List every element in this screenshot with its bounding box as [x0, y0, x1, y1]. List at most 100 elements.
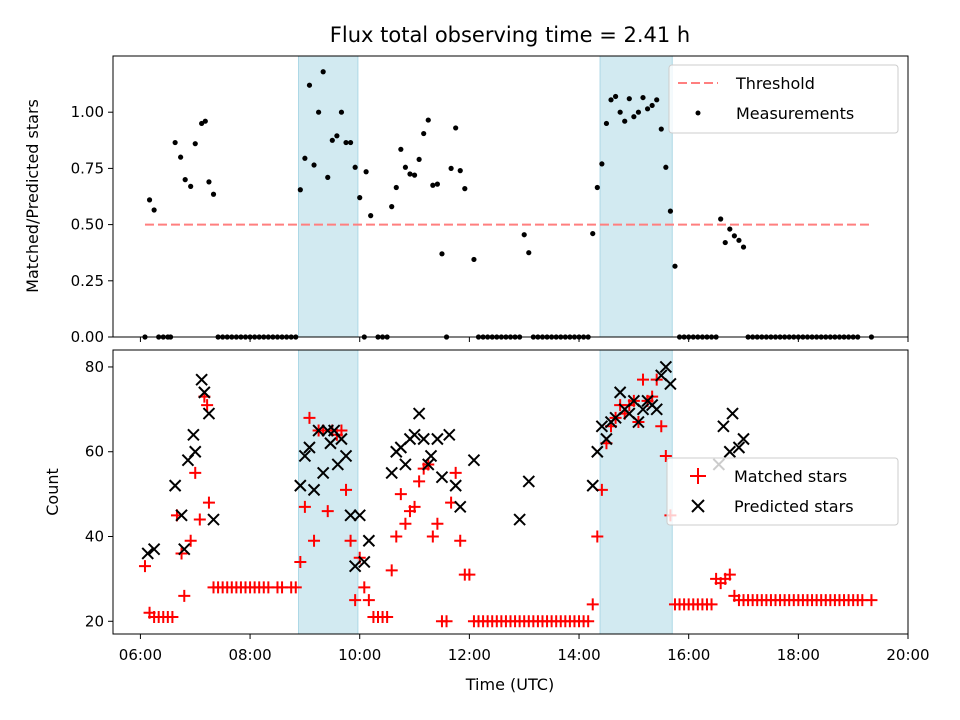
matched-star-marker: [463, 568, 476, 581]
predicted-star-marker: [298, 449, 312, 463]
measurement-point: [667, 208, 674, 214]
top-legend-box: [668, 64, 899, 134]
x-tick-label: 06:00: [119, 646, 162, 664]
predicted-star-marker: [316, 466, 330, 480]
top-x-ticks: [139, 337, 909, 342]
matched-star-marker: [394, 488, 407, 501]
measurement-point: [434, 181, 440, 187]
predicted-star-marker: [348, 559, 362, 573]
predicted-star-marker: [294, 479, 307, 492]
matched-star-marker: [289, 581, 302, 594]
measurement-point: [590, 230, 596, 237]
predicted-legend-swatch: [691, 499, 705, 513]
matched-star-marker: [193, 513, 206, 526]
measurement-point: [325, 174, 331, 180]
predicted-star-marker: [335, 432, 348, 446]
measurement-point: [182, 177, 188, 183]
matched-star-marker: [175, 547, 188, 560]
matched-star-marker: [637, 373, 649, 386]
matched-star-marker: [705, 598, 718, 611]
measurement-point: [343, 139, 349, 146]
threshold-legend-label: Threshold: [735, 74, 815, 93]
measurement-point: [172, 139, 178, 146]
measurements-legend-label: Measurements: [736, 104, 854, 123]
predicted-star-marker: [717, 420, 730, 433]
matched-star-marker: [308, 534, 321, 547]
predicted-star-marker: [586, 479, 599, 492]
measurement-point: [151, 207, 157, 213]
x-tick-label: 18:00: [777, 646, 820, 664]
predicted-star-marker: [595, 420, 609, 433]
measurement-point: [635, 109, 642, 115]
measurement-point: [188, 183, 194, 189]
predicted-star-marker: [399, 458, 412, 471]
predicted-star-marker: [385, 466, 398, 480]
predicted-star-marker: [202, 407, 216, 420]
predicted-star-marker: [417, 432, 430, 446]
matched-star-marker: [449, 466, 462, 479]
predicted-star-marker: [723, 445, 737, 458]
top-y-tick-label: 1.00: [71, 103, 104, 121]
matched-star-marker: [723, 568, 736, 581]
measurement-point: [736, 237, 742, 243]
predicted-star-marker: [664, 377, 677, 391]
predicted-star-marker: [412, 407, 426, 420]
predicted-star-marker: [522, 475, 535, 488]
predicted-star-marker: [431, 432, 444, 446]
x-tick-label: 08:00: [228, 646, 271, 664]
measurement-point: [471, 256, 477, 263]
bottom-y-ticks: 20 40 60 80: [85, 358, 113, 630]
measurement-point: [448, 165, 454, 171]
measurement-point: [425, 117, 431, 123]
measurement-point: [521, 232, 527, 238]
matched-star-marker: [340, 483, 353, 496]
bottom-highlight-band-2: [599, 349, 673, 635]
predicted-star-marker: [726, 407, 739, 420]
predicted-star-marker: [600, 432, 613, 446]
predicted-star-marker: [187, 428, 200, 441]
measurement-point: [722, 239, 728, 246]
predicted-star-marker: [362, 534, 376, 547]
top-y-tick-label: 0.50: [71, 216, 104, 234]
matched-star-marker: [298, 500, 311, 513]
predicted-star-marker: [344, 509, 357, 522]
predicted-star-marker: [324, 437, 337, 450]
measurement-point: [146, 197, 153, 203]
matched-star-marker: [349, 594, 362, 607]
measurement-point: [202, 118, 208, 124]
predicted-star-marker: [195, 373, 208, 386]
matched-star-marker: [138, 560, 151, 573]
predicted-star-marker: [189, 445, 202, 458]
measurement-point: [421, 130, 427, 137]
measurement-point: [352, 164, 358, 170]
measurement-point: [320, 69, 326, 75]
measurement-point: [393, 184, 399, 191]
measurement-point: [654, 97, 660, 103]
measurement-point: [416, 156, 422, 163]
predicted-star-marker: [198, 386, 211, 399]
predicted-star-marker: [659, 360, 673, 374]
bottom-legend-box: [666, 457, 899, 526]
measurement-point: [658, 126, 664, 132]
measurement-point: [453, 125, 459, 131]
measurement-point: [617, 109, 623, 115]
matched-star-marker: [362, 594, 375, 607]
matched-star-marker: [178, 589, 191, 602]
predicted-star-marker: [175, 509, 188, 522]
matched-star-marker: [865, 594, 878, 607]
predicted-star-marker: [454, 500, 467, 514]
matched-star-marker: [431, 517, 444, 530]
measurement-point: [430, 182, 436, 188]
matched-star-marker: [454, 534, 467, 547]
measurement-point: [663, 164, 669, 170]
measurement-point: [192, 141, 198, 147]
predicted-star-marker: [424, 449, 438, 463]
top-panel-ratio: 0.00 0.25 0.50 0.75 1.00 Flux total observin…: [23, 23, 909, 346]
predicted-star-marker: [636, 403, 650, 416]
bottom-y-tick-label: 80: [85, 358, 104, 376]
top-axes-frame: [112, 55, 909, 338]
predicted-star-marker: [650, 403, 663, 416]
predicted-star-marker: [408, 428, 421, 441]
predicted-star-marker: [147, 543, 161, 556]
x-tick-label: 16:00: [667, 646, 710, 664]
